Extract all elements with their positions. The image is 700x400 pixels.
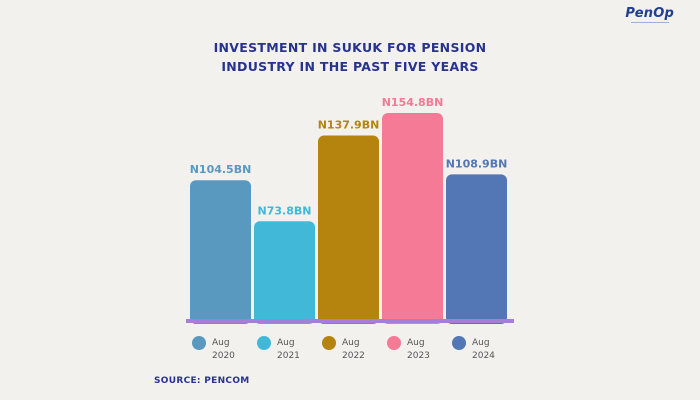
chart-title-line-1: INVESTMENT IN SUKUK FOR PENSION (213, 40, 487, 55)
legend-year: 2021 (277, 351, 300, 361)
bar-aug-2020 (190, 180, 251, 324)
source-note: SOURCE: PENCOM (154, 376, 250, 386)
legend-year: 2024 (472, 351, 495, 361)
value-label: N73.8BN (258, 204, 312, 217)
legend-swatch (322, 336, 336, 350)
bar-aug-2023 (382, 112, 443, 324)
legend-swatch (387, 336, 401, 350)
value-label: N154.8BN (382, 96, 444, 109)
value-label: N137.9BN (318, 119, 380, 132)
legend-year: 2020 (212, 351, 235, 361)
x-axis-baseline (186, 319, 514, 323)
chart-title: INVESTMENT IN SUKUK FOR PENSION INDUSTRY… (0, 38, 700, 76)
legend-month: Aug (407, 338, 425, 348)
bar-aug-2021 (254, 221, 315, 324)
legend-swatch (192, 336, 206, 350)
value-label: N104.5BN (190, 163, 252, 176)
chart-title-line-2: INDUSTRY IN THE PAST FIVE YEARS (221, 59, 479, 74)
legend-month: Aug (342, 338, 360, 348)
penop-logo: PenOp (625, 6, 674, 23)
bars-group (190, 112, 507, 324)
legend-swatch (257, 336, 271, 350)
legend: Aug 2020 Aug 2021 Aug 2022 Aug 2023 Aug 2024 (192, 336, 495, 361)
legend-month: Aug (472, 338, 490, 348)
value-label: N108.9BN (446, 157, 508, 170)
logo-text: PenOp (625, 6, 674, 21)
bar-aug-2024 (446, 174, 507, 324)
bar-aug-2022 (318, 135, 379, 324)
legend-swatch (452, 336, 466, 350)
legend-year: 2022 (342, 351, 365, 361)
logo-underline (630, 22, 669, 23)
legend-month: Aug (212, 338, 230, 348)
legend-year: 2023 (407, 351, 430, 361)
legend-month: Aug (277, 338, 295, 348)
